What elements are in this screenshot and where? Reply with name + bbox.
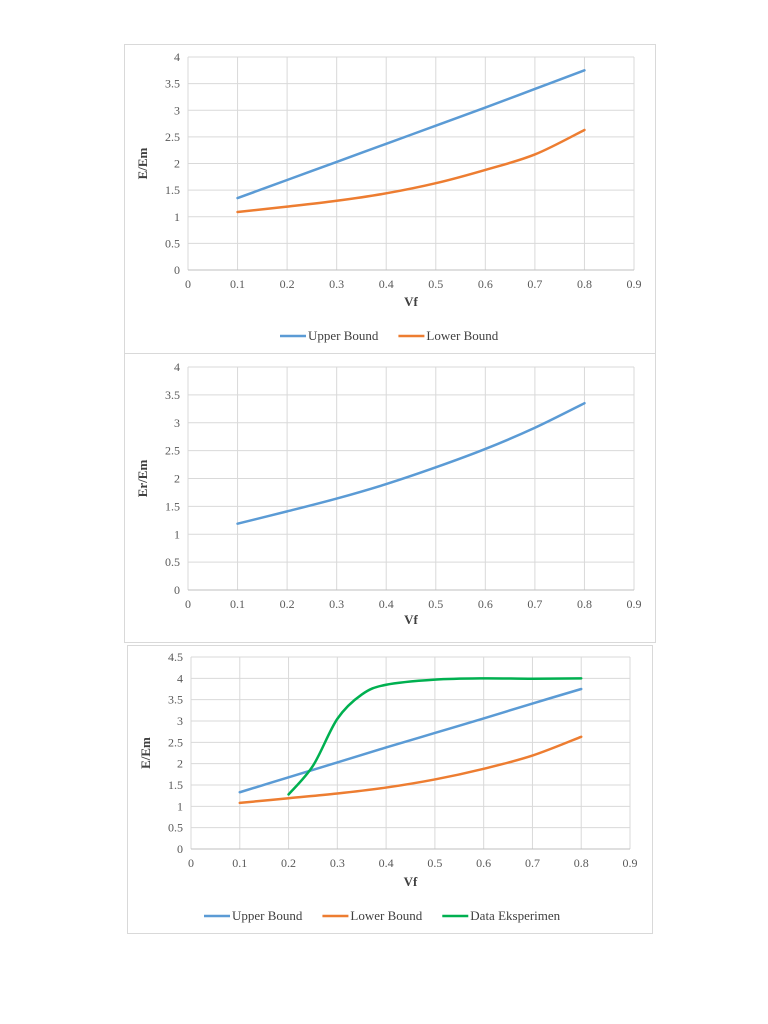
x-tick-label: 0.7 xyxy=(527,597,542,611)
x-tick-label: 0.4 xyxy=(379,277,394,291)
chart-1: 0 0.5 1 1.5 2 2.5 3 3.5 4 0 0.1 0.2 0.3 0.4 0.5 0.6 0.7 0… xyxy=(135,50,642,343)
x-tick-label: 0.7 xyxy=(525,856,540,870)
x-tick-label: 0.1 xyxy=(230,277,245,291)
y-axis-title: Er/Em xyxy=(135,460,150,498)
x-tick-label: 0.1 xyxy=(230,597,245,611)
legend: Upper Bound Lower Bound Data Eksperimen xyxy=(204,908,561,923)
y-tick-label: 1.5 xyxy=(165,499,180,513)
x-tick-label: 0.2 xyxy=(281,856,296,870)
y-tick-label: 1 xyxy=(174,527,180,541)
y-tick-label: 0.5 xyxy=(165,555,180,569)
series-line-upper-bound xyxy=(236,69,586,200)
chart-panel-1: 0 0.5 1 1.5 2 2.5 3 3.5 4 0 0.1 0.2 0.3 0.4 0.5 0.6 0.7 0… xyxy=(124,44,656,354)
y-axis-title: E/Em xyxy=(138,737,153,769)
x-tick-label: 0.5 xyxy=(427,856,442,870)
y-tick-label: 2.5 xyxy=(168,735,183,749)
legend-label: Upper Bound xyxy=(308,328,379,343)
x-tick-label: 0.6 xyxy=(478,277,493,291)
y-tick-label: 2.5 xyxy=(165,444,180,458)
y-tick-label: 0.5 xyxy=(168,821,183,835)
x-tick-label: 0.5 xyxy=(428,597,443,611)
legend-label: Data Eksperimen xyxy=(470,908,560,923)
series-line-data-eksperimen xyxy=(287,677,583,796)
y-tick-label: 3 xyxy=(177,714,183,728)
series-line-main xyxy=(236,401,586,525)
y-tick-label: 4 xyxy=(174,360,180,374)
legend-label: Upper Bound xyxy=(232,908,303,923)
chart-panel-2: 0 0.5 1 1.5 2 2.5 3 3.5 4 0 0.1 0.2 0.3 0.4 0.5 0.6 0.7 0… xyxy=(124,353,656,643)
x-tick-label: 0.6 xyxy=(476,856,491,870)
y-tick-label: 1.5 xyxy=(165,183,180,197)
y-tick-label: 3.5 xyxy=(168,693,183,707)
gridlines xyxy=(187,56,635,271)
legend: Upper Bound Lower Bound xyxy=(280,328,499,343)
series-line-upper-bound xyxy=(238,687,583,794)
y-tick-label: 0 xyxy=(174,583,180,597)
x-tick-label: 0.9 xyxy=(627,277,642,291)
x-tick-label: 0.8 xyxy=(577,277,592,291)
x-tick-label: 0 xyxy=(185,277,191,291)
y-tick-label: 4 xyxy=(174,50,180,64)
y-tick-label: 2 xyxy=(177,757,183,771)
chart-3: 0 0.5 1 1.5 2 2.5 3 3.5 4 4.5 0 0.1 0.2 0.3 0.4 0.5 0.6 0… xyxy=(138,650,638,923)
x-tick-label: 0.2 xyxy=(280,277,295,291)
y-tick-label: 1 xyxy=(174,210,180,224)
x-tick-label: 0.3 xyxy=(329,277,344,291)
x-tick-label: 0.8 xyxy=(577,597,592,611)
x-tick-label: 0.6 xyxy=(478,597,493,611)
y-axis-title: E/Em xyxy=(135,147,150,179)
y-tick-label: 3.5 xyxy=(165,388,180,402)
gridlines xyxy=(190,656,631,850)
x-tick-label: 0.7 xyxy=(527,277,542,291)
y-tick-label: 1 xyxy=(177,799,183,813)
x-tick-label: 0 xyxy=(185,597,191,611)
x-tick-label: 0.9 xyxy=(627,597,642,611)
series-line-lower-bound xyxy=(236,128,586,214)
x-tick-label: 0.8 xyxy=(574,856,589,870)
y-tick-label: 2.5 xyxy=(165,130,180,144)
x-axis-title: Vf xyxy=(404,612,418,627)
y-tick-label: 4 xyxy=(177,671,183,685)
y-tick-label: 3.5 xyxy=(165,77,180,91)
x-tick-label: 0.2 xyxy=(280,597,295,611)
x-axis-title: Vf xyxy=(404,874,418,889)
x-tick-label: 0.3 xyxy=(329,597,344,611)
y-tick-label: 3 xyxy=(174,416,180,430)
series-line-lower-bound xyxy=(238,735,583,805)
y-tick-label: 4.5 xyxy=(168,650,183,664)
x-axis-title: Vf xyxy=(404,294,418,309)
chart-2: 0 0.5 1 1.5 2 2.5 3 3.5 4 0 0.1 0.2 0.3 0.4 0.5 0.6 0.7 0… xyxy=(135,360,642,627)
y-tick-label: 0 xyxy=(174,263,180,277)
y-tick-label: 2 xyxy=(174,157,180,171)
x-tick-label: 0.1 xyxy=(232,856,247,870)
legend-label: Lower Bound xyxy=(350,908,422,923)
x-tick-label: 0 xyxy=(188,856,194,870)
y-tick-label: 0.5 xyxy=(165,236,180,250)
x-tick-label: 0.3 xyxy=(330,856,345,870)
x-tick-label: 0.9 xyxy=(623,856,638,870)
y-tick-label: 1.5 xyxy=(168,778,183,792)
chart-panel-3: 0 0.5 1 1.5 2 2.5 3 3.5 4 4.5 0 0.1 0.2 0.3 0.4 0.5 0.6 0… xyxy=(127,645,653,934)
y-tick-label: 3 xyxy=(174,103,180,117)
y-tick-label: 0 xyxy=(177,842,183,856)
gridlines xyxy=(187,366,635,591)
x-tick-label: 0.4 xyxy=(379,856,394,870)
y-tick-label: 2 xyxy=(174,472,180,486)
x-tick-label: 0.4 xyxy=(379,597,394,611)
x-tick-label: 0.5 xyxy=(428,277,443,291)
legend-label: Lower Bound xyxy=(426,328,498,343)
